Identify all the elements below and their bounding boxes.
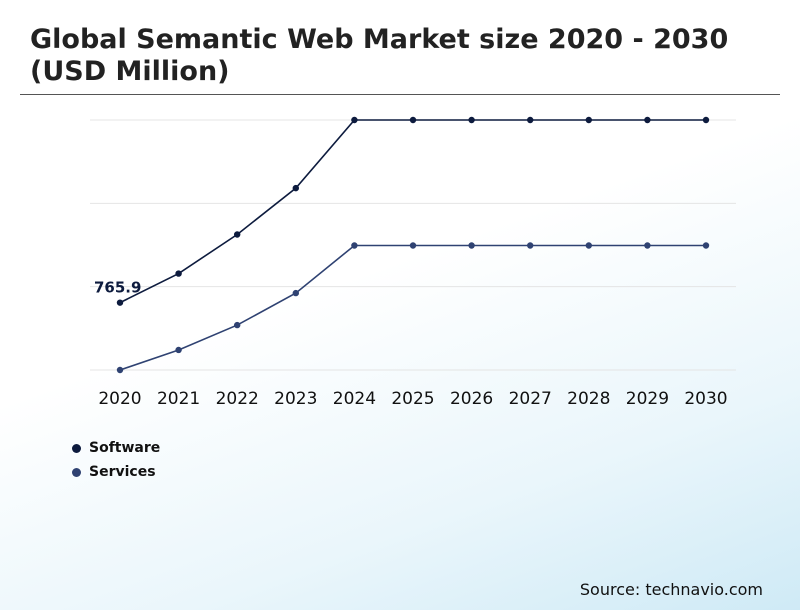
x-tick-label-2030: 2030	[684, 389, 727, 409]
legend-label-services: Services	[89, 464, 156, 480]
point-services-2030	[702, 242, 710, 249]
series-line-software	[119, 119, 706, 304]
point-software-2020	[116, 299, 124, 306]
x-tick-label-2021: 2021	[157, 389, 200, 409]
point-software-2024	[351, 116, 358, 124]
x-tick-label-2023: 2023	[274, 389, 317, 409]
point-services-2024	[351, 242, 358, 249]
point-software-2028	[585, 116, 592, 124]
point-software-2021	[175, 270, 182, 277]
point-software-2030	[702, 116, 710, 124]
point-software-2022	[234, 231, 241, 238]
point-services-2025	[409, 242, 417, 249]
point-software-2029	[644, 116, 651, 124]
legend-marker-software	[72, 443, 81, 453]
chart-title: Global Semantic Web Market size 2020 - 2…	[30, 24, 729, 87]
x-tick-label-2027: 2027	[509, 389, 552, 409]
data-label-software-2020: 765.9	[94, 279, 141, 297]
point-services-2029	[644, 242, 651, 249]
point-services-2027	[527, 242, 534, 249]
point-services-2028	[585, 242, 592, 249]
legend-item-services[interactable]: Services	[72, 460, 160, 484]
x-tick-label-2026: 2026	[450, 389, 493, 409]
legend-item-software[interactable]: Software	[72, 436, 160, 460]
point-services-2020	[116, 366, 124, 374]
series-line-services	[119, 244, 706, 371]
x-tick-label-2022: 2022	[216, 389, 259, 409]
point-software-2025	[409, 116, 417, 124]
legend-marker-services	[72, 467, 81, 477]
x-tick-label-2020: 2020	[98, 389, 141, 409]
legend: Software Services	[72, 436, 160, 484]
point-services-2026	[468, 242, 475, 249]
point-software-2023	[292, 184, 299, 192]
point-services-2023	[292, 289, 299, 297]
x-tick-label-2028: 2028	[567, 389, 610, 409]
point-services-2021	[175, 346, 182, 354]
title-divider	[20, 94, 780, 95]
x-tick-label-2029: 2029	[626, 389, 669, 409]
x-tick-label-2025: 2025	[391, 389, 434, 409]
source-credit: Source: technavio.com	[579, 580, 763, 599]
legend-label-software: Software	[89, 440, 161, 456]
point-software-2026	[468, 116, 475, 124]
point-services-2022	[234, 321, 241, 329]
point-software-2027	[527, 116, 534, 124]
x-tick-label-2024: 2024	[333, 389, 376, 409]
